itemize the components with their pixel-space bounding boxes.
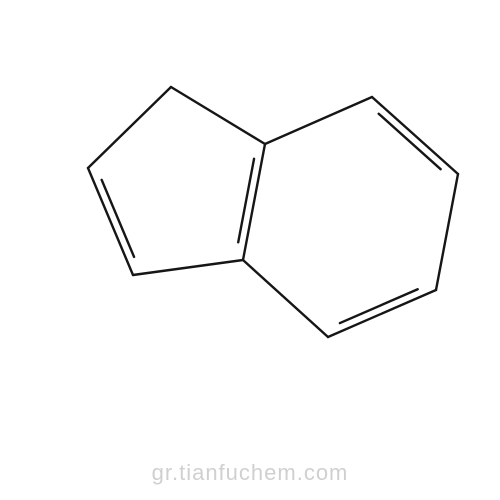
bond-line [133, 260, 243, 275]
bond-line [265, 97, 372, 144]
molecule-canvas [0, 0, 500, 500]
bond-line [88, 87, 171, 168]
bond-line [102, 180, 134, 257]
bond-line [171, 87, 265, 144]
bond-line [88, 168, 133, 275]
bond-line [243, 260, 328, 337]
bond-line [436, 174, 458, 290]
bond-line [340, 289, 418, 323]
bond-line [372, 97, 458, 174]
bond-line [328, 290, 436, 337]
bond-line [379, 114, 441, 169]
bond-line [238, 159, 254, 243]
